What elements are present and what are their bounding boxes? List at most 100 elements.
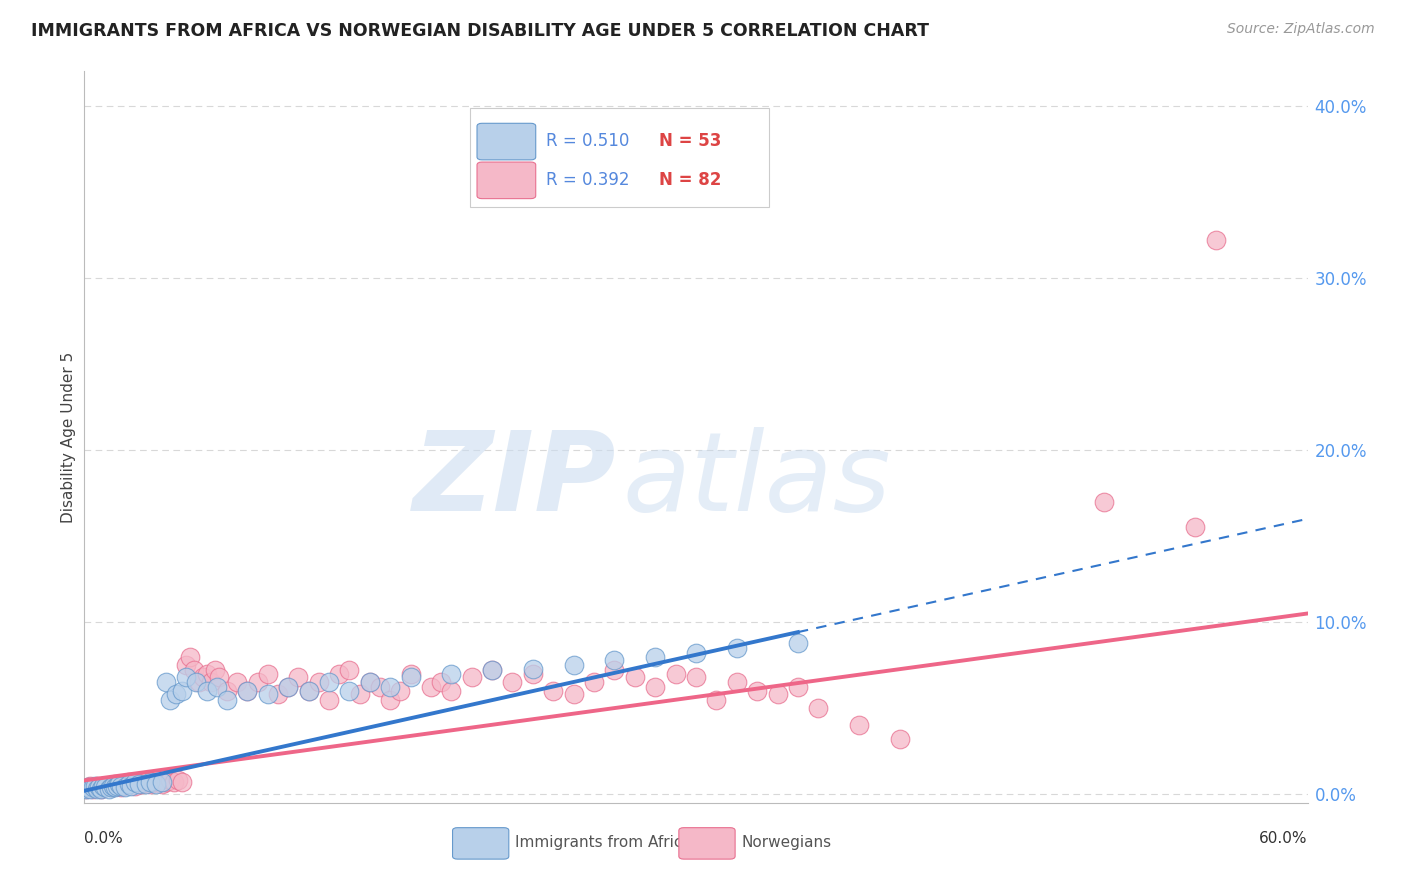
Point [77,780,100,795]
Point [179,649,201,664]
Point [105,779,128,793]
Point [174,670,197,684]
Point [90,782,112,797]
Point [430,675,453,690]
Point [135,777,157,791]
Point [91,779,114,793]
Point [543,684,565,698]
Point [399,666,422,681]
Point [163,775,186,789]
FancyBboxPatch shape [453,828,509,859]
Text: R = 0.510: R = 0.510 [546,132,628,150]
Point [706,692,728,706]
Point [120,779,142,793]
Point [75,782,97,797]
Point [183,663,205,677]
Point [318,675,340,690]
Point [787,636,810,650]
Point [339,663,361,677]
Point [257,666,280,681]
FancyBboxPatch shape [470,108,769,207]
Point [174,658,197,673]
Point [108,777,131,791]
Point [79,782,101,797]
Point [90,782,112,797]
Point [217,692,239,706]
Point [138,777,160,791]
Point [155,775,177,789]
Point [522,666,544,681]
Point [118,777,141,791]
Point [86,779,108,793]
Point [562,658,585,673]
Text: R = 0.392: R = 0.392 [546,170,628,188]
Point [145,777,167,791]
Point [204,663,226,677]
Point [522,662,544,676]
FancyBboxPatch shape [477,123,536,160]
Point [159,773,181,788]
Point [644,681,666,695]
Point [257,687,280,701]
Point [685,646,707,660]
Point [502,675,524,690]
Point [83,779,105,793]
Point [1205,233,1227,247]
Point [167,773,190,788]
Point [359,675,381,690]
Point [75,782,97,797]
Point [93,780,115,795]
Point [440,684,463,698]
Point [187,675,209,690]
Point [124,779,146,793]
Text: IMMIGRANTS FROM AFRICA VS NORWEGIAN DISABILITY AGE UNDER 5 CORRELATION CHART: IMMIGRANTS FROM AFRICA VS NORWEGIAN DISA… [31,22,929,40]
Point [118,775,141,789]
Point [82,780,104,795]
Point [725,675,748,690]
Point [328,666,350,681]
Point [562,687,585,701]
Point [77,780,100,795]
Point [380,692,402,706]
Point [440,666,463,681]
Point [114,780,136,795]
Point [685,670,707,684]
Point [145,775,167,789]
Point [104,777,127,791]
Point [359,675,381,690]
Point [128,777,150,791]
Text: N = 82: N = 82 [659,170,721,188]
Point [287,670,309,684]
Text: N = 53: N = 53 [659,132,721,150]
Point [217,684,239,698]
Point [87,780,110,795]
Point [236,684,259,698]
Point [481,663,503,677]
Point [150,775,173,789]
Point [399,670,422,684]
Point [195,666,218,681]
Point [79,779,101,793]
Text: 60.0%: 60.0% [1260,830,1308,846]
Point [461,670,484,684]
Point [807,701,830,715]
Point [91,779,114,793]
Point [101,779,124,793]
Point [110,779,132,793]
Point [155,675,177,690]
Point [603,663,626,677]
Point [165,687,187,701]
Point [159,692,181,706]
Point [583,675,606,690]
Text: Immigrants from Africa: Immigrants from Africa [515,835,692,850]
Point [308,675,330,690]
Point [195,684,218,698]
FancyBboxPatch shape [679,828,735,859]
FancyBboxPatch shape [477,162,536,199]
Point [389,684,412,698]
Point [200,675,222,690]
Point [105,779,128,793]
Point [481,663,503,677]
Point [1184,520,1206,534]
Text: Norwegians: Norwegians [741,835,831,850]
